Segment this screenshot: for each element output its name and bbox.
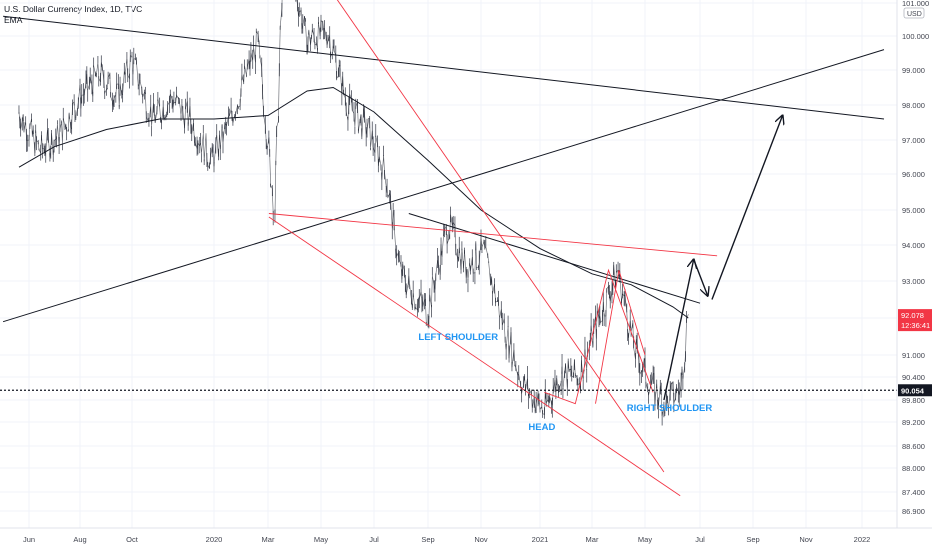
trendline-5	[268, 216, 681, 497]
x-tick-label: Oct	[126, 535, 139, 544]
y-tick-label: 89.800	[902, 396, 925, 405]
trendline-4	[268, 213, 718, 257]
x-tick-label: May	[638, 535, 652, 544]
level-price-tag	[898, 384, 932, 397]
indicator-label: EMA	[4, 15, 23, 25]
y-tick-label: 97.000	[902, 136, 925, 145]
trendline-3	[408, 213, 701, 304]
trendline-8	[595, 270, 646, 404]
projection-arrow-3	[711, 116, 783, 300]
x-tick-label: Mar	[262, 535, 275, 544]
x-axis: Jun Aug Oct 2020 Mar May Jul Sep Nov 2021 Mar May Ju…	[0, 527, 932, 544]
y-tick-label: 87.400	[902, 488, 925, 497]
trendline-6	[336, 0, 665, 473]
head-label: HEAD	[528, 422, 555, 433]
ema-line	[18, 86, 689, 319]
y-axis-bg	[897, 0, 932, 550]
y-tick-label: 95.000	[902, 206, 925, 215]
projection-arrow-1	[663, 259, 694, 401]
y-tick-label: 86.900	[902, 507, 925, 516]
x-tick-label: Sep	[746, 535, 759, 544]
chart-grid	[0, 0, 897, 528]
y-tick-label: 88.000	[902, 464, 925, 473]
level-price-label: 90.054	[901, 386, 925, 395]
price-line	[18, 0, 689, 417]
y-tick-label: 94.000	[902, 241, 925, 250]
last-price-tag	[898, 309, 932, 332]
right-shoulder-label: RIGHT SHOULDER	[627, 403, 713, 414]
chart-plot-area: LEFT SHOULDER HEAD RIGHT SHOULDER	[0, 0, 897, 497]
y-tick-label: 99.000	[902, 66, 925, 75]
y-tick-label: 93.000	[902, 277, 925, 286]
countdown-label: 12:36:41	[901, 321, 930, 330]
y-tick-label: 91.000	[902, 351, 925, 360]
y-tick-label: 96.000	[902, 170, 925, 179]
y-tick-label: 100.000	[902, 32, 929, 41]
trendline-2	[2, 49, 885, 323]
currency-badge	[903, 7, 925, 19]
y-tick-label: 98.000	[902, 101, 925, 110]
x-tick-label: Jul	[695, 535, 705, 544]
x-tick-label: May	[314, 535, 328, 544]
y-tick-label: 89.200	[902, 418, 925, 427]
x-tick-label: Sep	[421, 535, 434, 544]
x-tick-label: Mar	[586, 535, 599, 544]
currency-badge-label: USD	[907, 11, 922, 18]
x-tick-label: Jul	[369, 535, 379, 544]
left-shoulder-label: LEFT SHOULDER	[418, 332, 498, 343]
last-price-label: 92.078	[901, 311, 924, 320]
x-tick-label: 2022	[854, 535, 871, 544]
trendline-1	[3, 15, 885, 120]
y-axis: 101.000 100.000 99.000 98.000 97.000 96.000 95…	[896, 0, 932, 550]
y-tick-label: 88.600	[902, 442, 925, 451]
trendline-7	[544, 268, 654, 405]
chart-header: U.S. Dollar Currency Index, 1D, TVC EMA	[4, 4, 142, 26]
x-tick-label: Nov	[474, 535, 488, 544]
x-tick-label: Jun	[23, 535, 35, 544]
x-tick-label: Aug	[73, 535, 86, 544]
x-tick-label: Nov	[799, 535, 813, 544]
projection-arrow-2	[693, 259, 708, 295]
x-tick-label: 2020	[206, 535, 223, 544]
x-tick-label: 2021	[532, 535, 549, 544]
y-tick-label: 90.400	[902, 373, 925, 382]
chart-title: U.S. Dollar Currency Index, 1D, TVC	[4, 4, 143, 14]
y-tick-label: 101.000	[902, 0, 929, 8]
